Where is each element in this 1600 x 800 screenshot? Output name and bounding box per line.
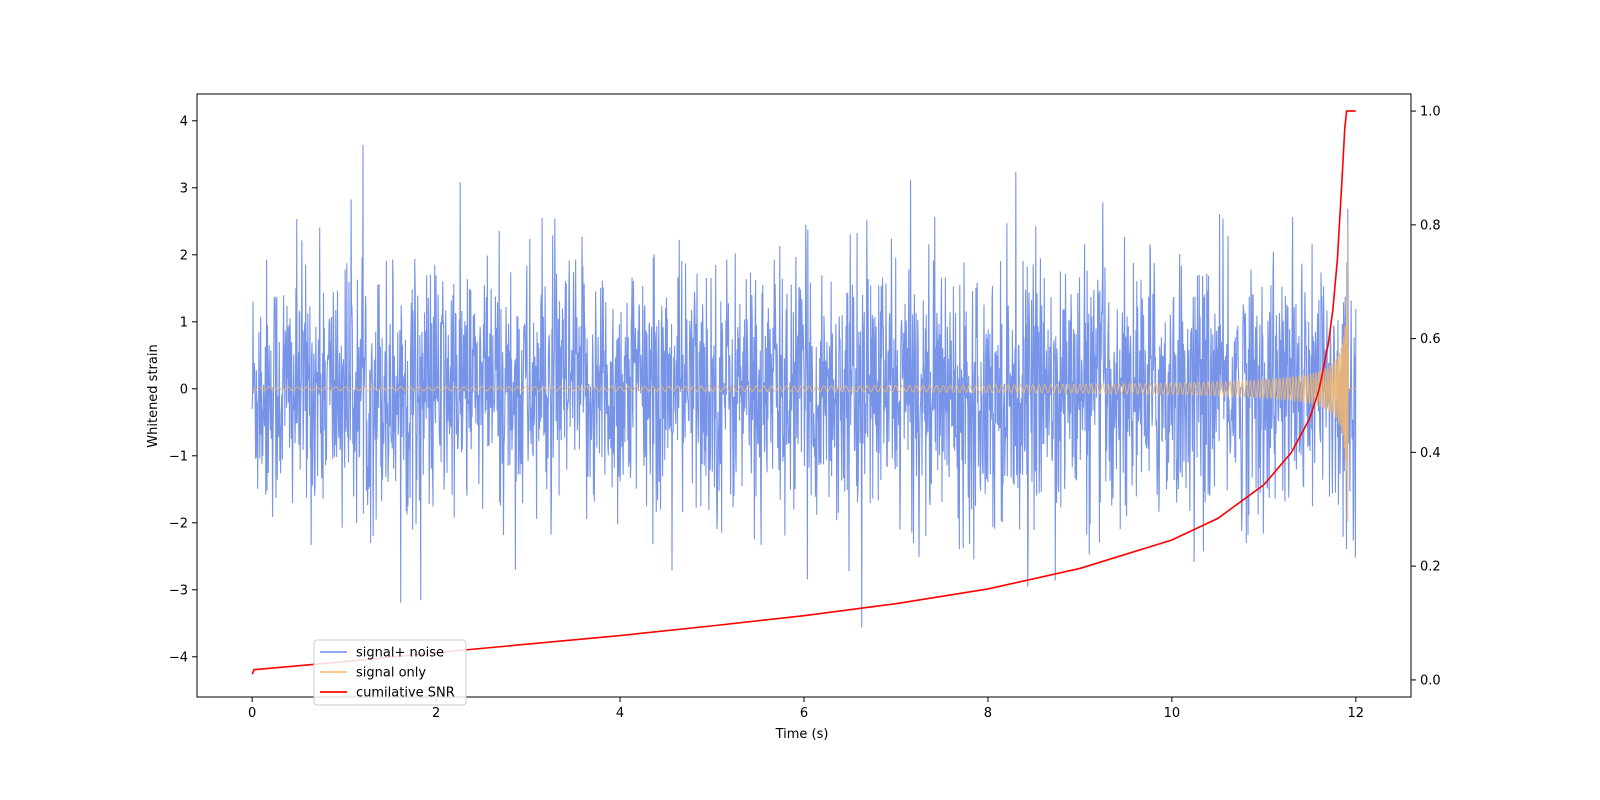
y2-tick-label: 0.8 <box>1420 218 1441 233</box>
y-tick-label: −3 <box>169 583 188 598</box>
legend: signal+ noise signal only cumilative SNR <box>313 639 467 706</box>
x-tick-label: 0 <box>248 706 256 721</box>
series-cumulative-snr-line <box>251 110 1356 675</box>
legend-label: cumilative SNR <box>356 686 455 701</box>
series-signal-plus-noise-line <box>251 144 1357 628</box>
y2-tick-label: 0.4 <box>1420 446 1441 461</box>
y-tick-label: 0 <box>180 382 188 397</box>
y-tick-label: −2 <box>169 516 188 531</box>
x-tick-label: 8 <box>984 706 992 721</box>
y-tick-label: 3 <box>180 181 188 196</box>
y2-tick-label: 0.2 <box>1420 560 1441 575</box>
y2-tick-label: 0.0 <box>1420 673 1441 688</box>
x-tick-label: 12 <box>1348 706 1365 721</box>
x-tick-label: 6 <box>800 706 808 721</box>
legend-label: signal+ noise <box>356 646 444 661</box>
x-tick-label: 4 <box>616 706 624 721</box>
y2-tick-label: 0.6 <box>1420 332 1441 347</box>
plot-area <box>251 110 1357 675</box>
legend-box <box>313 639 467 706</box>
y2-tick-label: 1.0 <box>1420 105 1441 120</box>
y-tick-label: −4 <box>169 650 188 665</box>
x-tick-label: 2 <box>432 706 440 721</box>
x-tick-label: 10 <box>1164 706 1181 721</box>
series-signal-only-line <box>251 224 1356 523</box>
y-tick-label: 2 <box>180 248 188 263</box>
x-axis-label: Time (s) <box>775 727 829 742</box>
y-axis-label: Whitened strain <box>146 344 161 447</box>
y-tick-label: 1 <box>180 315 188 330</box>
legend-label: signal only <box>356 666 426 681</box>
y-tick-label: −1 <box>169 449 188 464</box>
y-tick-label: 4 <box>180 114 188 129</box>
